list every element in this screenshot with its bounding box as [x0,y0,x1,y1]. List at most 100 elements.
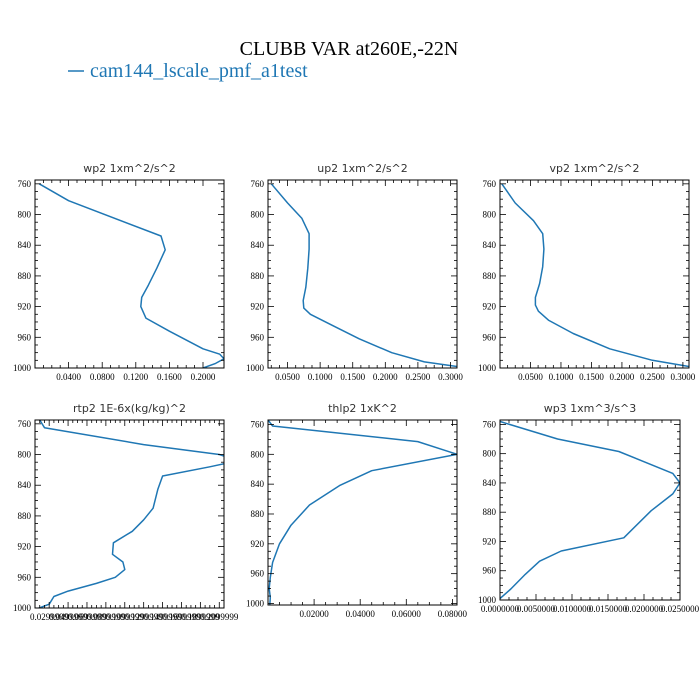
y-tick-label: 840 [18,240,32,250]
panel-2: up2 1xm^2/s^2 760 800 840 880 920 960 1000 0.050… [246,162,463,382]
y-tick-label: 840 [483,478,497,488]
y-tick-label: 1000 [478,595,497,605]
panel-grid: wp2 1xm^2/s^2 760 800 840 880 920 960 1000 0.040… [13,162,700,622]
x-tick-label: 0.2099999 [200,612,239,622]
x-tick-label: 0.1200 [123,372,148,382]
y-tick-label: 920 [18,542,32,552]
y-tick-label: 960 [483,332,497,342]
y-tick-label: 800 [251,210,265,220]
series-line [500,420,680,600]
y-tick-label: 840 [18,480,32,490]
x-tick-label: 0.0050000 [517,604,556,614]
x-tick-label: 0.3000 [438,372,463,382]
y-tick-label: 800 [251,449,265,459]
x-tick-label: 0.1500 [579,372,604,382]
y-tick-label: 920 [483,536,497,546]
y-tick-label: 800 [18,450,32,460]
x-tick-label: 0.04000 [346,609,376,619]
x-tick-label: 0.1099999 [106,612,145,622]
x-tick-label: 0.2000 [610,372,635,382]
panel-title: thlp2 1xK^2 [328,402,397,415]
y-tick-label: 920 [251,302,265,312]
x-tick-label: 0.0899999 [87,612,126,622]
x-tick-label: 0.08000 [438,609,468,619]
x-tick-label: 0.1500 [340,372,365,382]
y-tick-label: 880 [251,271,265,281]
y-tick-label: 880 [483,507,497,517]
x-tick-label: 0.0699999 [68,612,107,622]
x-tick-label: 0.02000 [299,609,329,619]
y-tick-label: 920 [251,539,265,549]
x-tick-label: 0.0100000 [553,604,592,614]
y-tick-label: 840 [251,479,265,489]
figure-title: CLUBB VAR at260E,-22N [240,38,459,60]
series-line [38,183,224,368]
panel-title: rtp2 1E-6x(kg/kg)^2 [73,402,186,415]
x-tick-label: 0.2500 [406,372,431,382]
x-tick-label: 0.0000000 [481,604,520,614]
panel-6: wp3 1xm^3/s^3 760 800 840 880 920 960 10000.000… [478,402,700,614]
y-tick-label: 800 [483,210,497,220]
plot-frame [267,419,458,606]
y-tick-label: 760 [483,179,497,189]
y-tick-label: 880 [251,509,265,519]
x-tick-label: 0.1299999 [125,612,164,622]
y-tick-label: 920 [18,302,32,312]
plot-frame [267,179,458,369]
series-line [501,183,689,368]
panel-title: up2 1xm^2/s^2 [317,162,408,175]
x-tick-label: 0.2000 [373,372,398,382]
y-tick-label: 760 [18,419,32,429]
x-tick-label: 0.0200000 [625,604,664,614]
x-tick-label: 0.0500 [275,372,300,382]
y-tick-label: 800 [483,449,497,459]
plot-frame [499,179,690,369]
x-tick-label: 0.3000 [671,372,696,382]
y-tick-label: 840 [251,240,265,250]
y-tick-label: 760 [251,179,265,189]
y-tick-label: 1000 [13,363,32,373]
y-tick-label: 1000 [478,363,497,373]
panel-1: wp2 1xm^2/s^2 760 800 840 880 920 960 1000 0.040… [13,162,225,382]
panel-5: thlp2 1xK^2 760 800 840 880 920 960 1000 0.02000… [246,402,468,619]
x-tick-label: 0.2000 [191,372,216,382]
y-tick-label: 760 [18,179,32,189]
panel-4: rtp2 1E-6x(kg/kg)^2 760 800 840 880 920 960 100… [13,402,239,622]
y-tick-label: 960 [483,566,497,576]
y-tick-label: 840 [483,240,497,250]
panel-title: wp3 1xm^3/s^3 [544,402,637,415]
x-tick-label: 0.0299999 [30,612,69,622]
y-tick-label: 880 [18,271,32,281]
x-tick-label: 0.0150000 [589,604,628,614]
y-tick-label: 880 [483,271,497,281]
y-tick-label: 1000 [246,599,265,609]
plot-frame [34,179,225,369]
y-tick-label: 960 [18,572,32,582]
y-tick-label: 960 [251,332,265,342]
panel-3: vp2 1xm^2/s^2 760 800 840 880 920 960 1000 0.050… [478,162,696,382]
x-tick-label: 0.1899999 [181,612,220,622]
y-tick-label: 880 [18,511,32,521]
x-tick-label: 0.0800 [90,372,115,382]
x-tick-label: 0.06000 [392,609,422,619]
y-tick-label: 760 [251,419,265,429]
x-tick-label: 0.1000 [308,372,333,382]
x-tick-label: 0.1600 [157,372,182,382]
y-tick-label: 1000 [13,603,32,613]
panel-title: wp2 1xm^2/s^2 [83,162,176,175]
y-tick-label: 1000 [246,363,265,373]
plot-frame [34,419,225,609]
x-tick-label: 0.0250000 [661,604,700,614]
series-line [268,420,457,605]
y-tick-label: 960 [251,569,265,579]
legend: cam144_lscale_pmf_a1test [68,60,308,82]
x-tick-label: 0.1499999 [143,612,182,622]
x-tick-label: 0.0500 [518,372,543,382]
legend-label: cam144_lscale_pmf_a1test [90,60,308,82]
y-tick-label: 760 [483,419,497,429]
panel-title: vp2 1xm^2/s^2 [549,162,639,175]
x-tick-label: 0.2500 [640,372,665,382]
series-line [270,183,457,368]
y-tick-label: 800 [18,210,32,220]
